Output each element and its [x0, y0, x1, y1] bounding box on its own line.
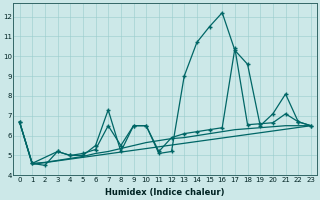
X-axis label: Humidex (Indice chaleur): Humidex (Indice chaleur) [106, 188, 225, 197]
